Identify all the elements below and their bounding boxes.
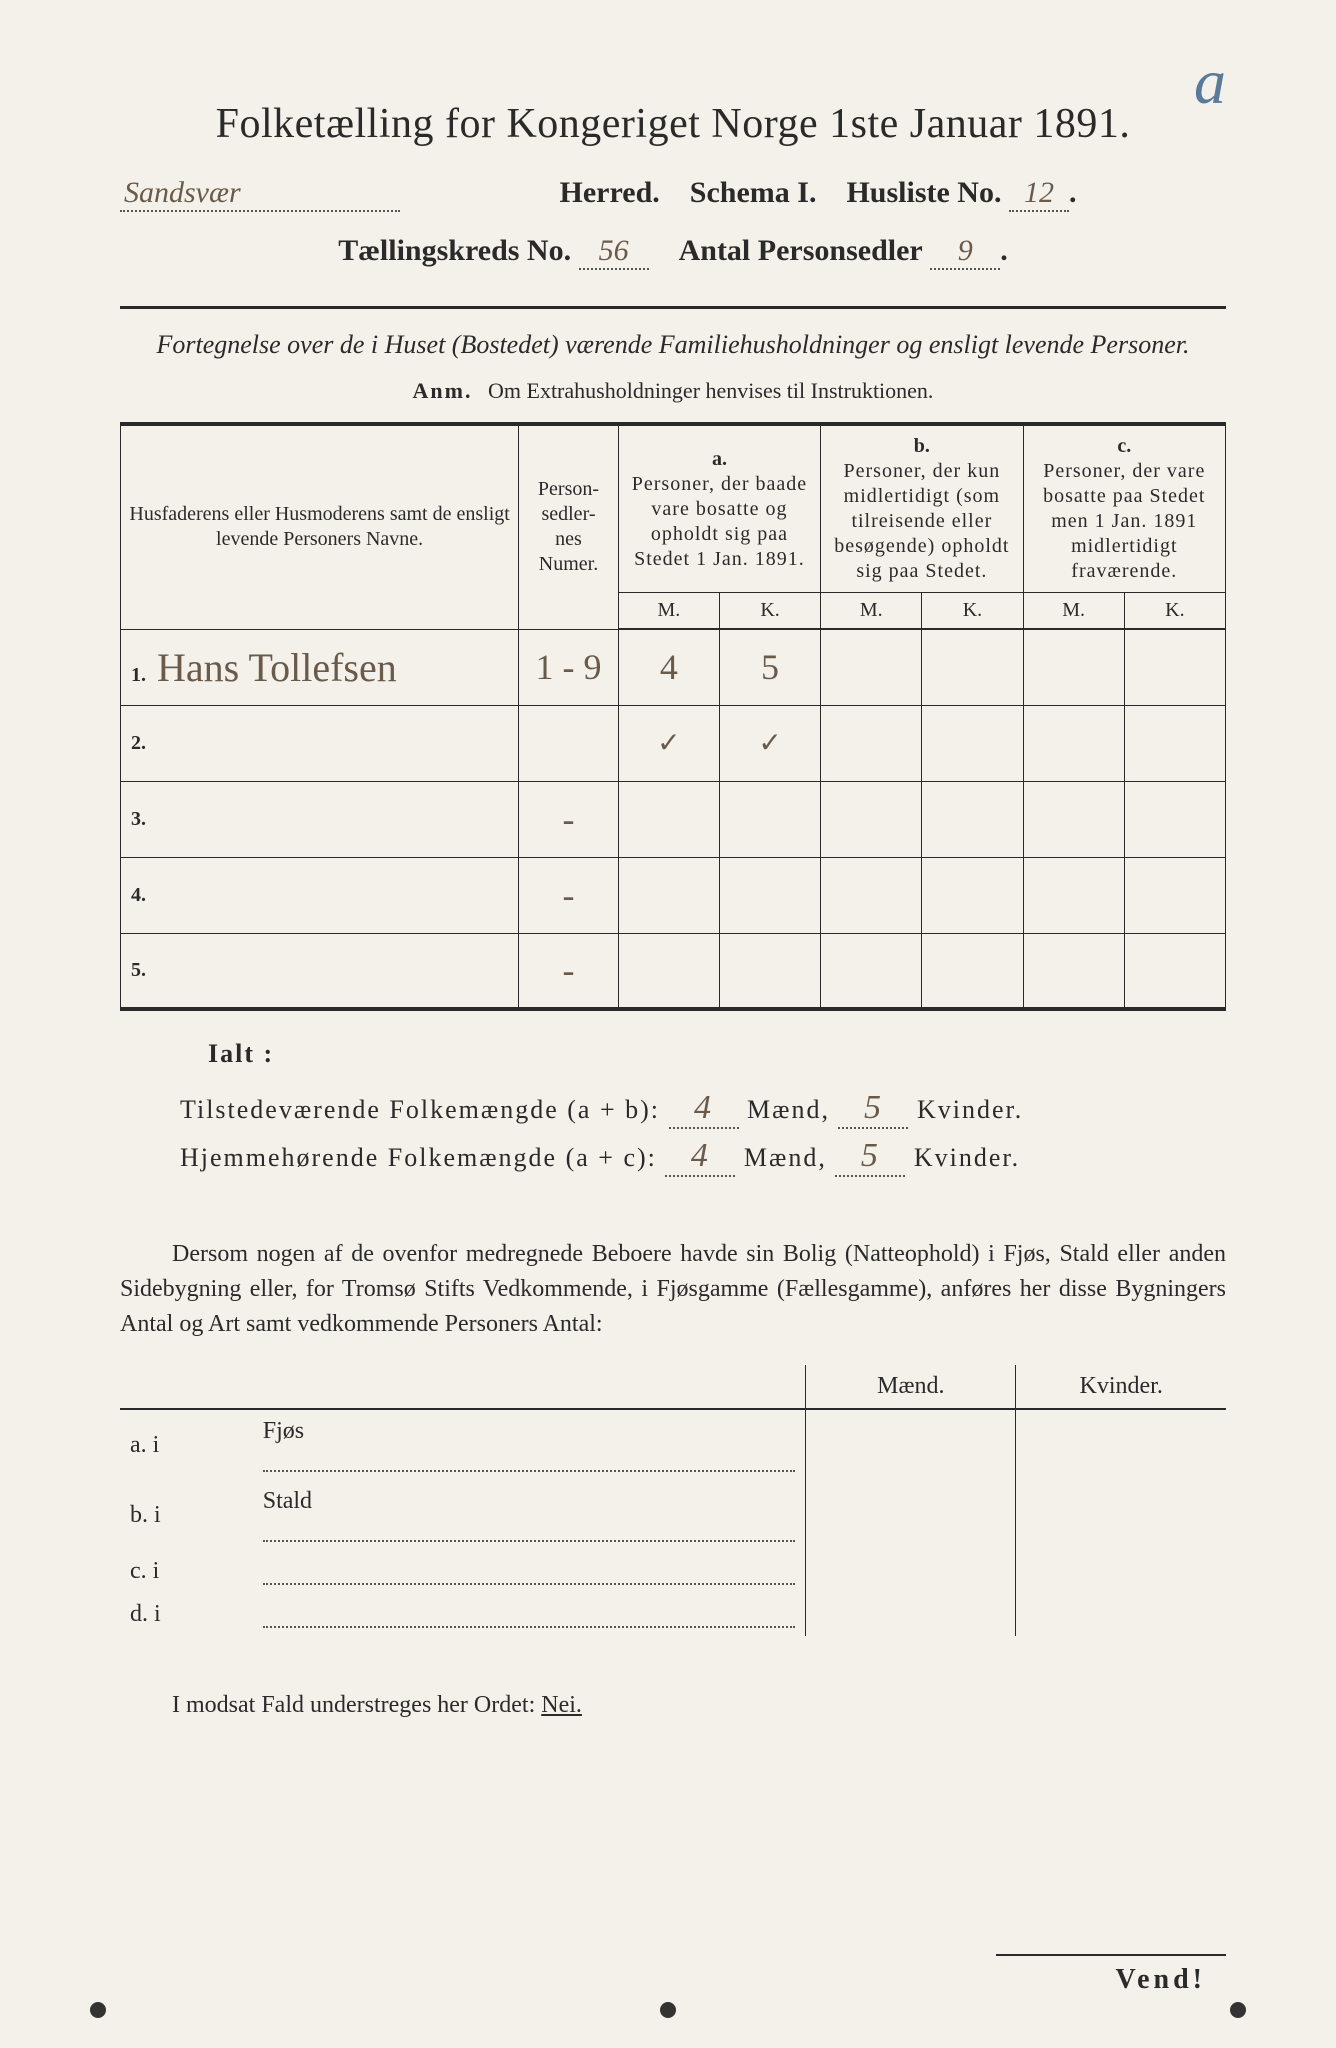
census-table: Husfaderens eller Husmoderens samt de en… [120, 422, 1226, 1011]
side-building-paragraph: Dersom nogen af de ovenfor medregnede Be… [120, 1237, 1226, 1341]
table-row: 1. Hans Tollefsen 1 - 9 4 5 [121, 629, 1226, 705]
cell-value: 4 [660, 647, 678, 687]
byg-row-label: a. i [120, 1409, 253, 1480]
subtitle: Fortegnelse over de i Huset (Bostedet) v… [120, 327, 1226, 362]
husliste-no: 12 [1009, 176, 1069, 212]
dotted-line [263, 1610, 796, 1628]
row-num-hw: - [562, 875, 574, 915]
byg-row-type: Stald [263, 1488, 312, 1514]
sum-hjemme: Hjemmehørende Folkemængde (a + c): 4 Mæn… [180, 1137, 1226, 1177]
th-a-k: K. [719, 593, 820, 630]
th-b-k: K. [922, 593, 1023, 630]
sum1-label: Tilstedeværende Folkemængde (a + b): [180, 1095, 660, 1124]
row-num-hw: - [562, 799, 574, 839]
byg-row-label: c. i [120, 1550, 253, 1593]
sum2-kvinder-label: Kvinder. [914, 1143, 1020, 1172]
row-number: 4. [131, 884, 146, 906]
row-num-hw: - [562, 950, 574, 990]
table-row: 5. - [121, 933, 1226, 1009]
table-row: 2. ✓ ✓ [121, 705, 1226, 781]
checkmark-icon: ✓ [758, 728, 781, 759]
binding-hole-icon [1230, 2002, 1246, 2018]
building-row: d. i [120, 1593, 1226, 1636]
row-number: 5. [131, 959, 146, 981]
table-row: 3. - [121, 781, 1226, 857]
row-number: 3. [131, 808, 146, 830]
sedler-no: 9 [930, 234, 1000, 270]
row-name-hw: Hans Tollefsen [157, 645, 397, 690]
husliste-end: . [1069, 176, 1077, 209]
herred-handwritten: Sandsvær [120, 176, 400, 212]
corner-handwritten-mark: a [1194, 45, 1226, 119]
cell-value: 5 [761, 647, 779, 687]
checkmark-icon: ✓ [657, 728, 680, 759]
dotted-line [263, 1454, 796, 1472]
binding-hole-icon [660, 2002, 676, 2018]
th-name: Husfaderens eller Husmoderens samt de en… [121, 424, 519, 629]
sum1-kvinder-label: Kvinder. [917, 1095, 1023, 1124]
nei-word: Nei. [541, 1692, 582, 1718]
byg-row-label: d. i [120, 1593, 253, 1636]
th-b-m: M. [821, 593, 922, 630]
herred-label: Herred. [560, 176, 660, 209]
sum2-maend: 4 [665, 1137, 735, 1177]
dotted-line [263, 1524, 796, 1542]
th-a-m: M. [618, 593, 719, 630]
header-line-2: Sandsvær Herred. Schema I. Husliste No. … [120, 176, 1226, 212]
building-row: a. i Fjøs [120, 1409, 1226, 1480]
th-c-m: M. [1023, 593, 1124, 630]
dotted-line [263, 1567, 796, 1585]
sedler-end: . [1000, 234, 1008, 267]
ialt-label: Ialt : [208, 1039, 1226, 1069]
byg-th-kvinder: Kvinder. [1016, 1365, 1226, 1409]
kreds-no: 56 [579, 234, 649, 270]
schema-label: Schema I. [690, 176, 817, 209]
footer-line: I modsat Fald understreges her Ordet: Ne… [120, 1692, 1226, 1719]
sum1-kvinder: 5 [838, 1089, 908, 1129]
header-line-3: Tællingskreds No. 56 Antal Personsedler … [120, 234, 1226, 270]
building-row: b. i Stald [120, 1480, 1226, 1550]
husliste-label: Husliste No. [846, 176, 1001, 209]
page-title: Folketælling for Kongeriget Norge 1ste J… [120, 100, 1226, 148]
sum1-maend: 4 [669, 1089, 739, 1129]
th-b: b. Personer, der kun midlertidigt (som t… [821, 424, 1023, 593]
building-table: Mænd. Kvinder. a. i Fjøs b. i Stald c. i d… [120, 1365, 1226, 1636]
vend-label: Vend! [1115, 1964, 1206, 1996]
row-number: 1. [131, 664, 146, 686]
table-row: 4. - [121, 857, 1226, 933]
th-c: c. Personer, der vare bosatte paa Stedet… [1023, 424, 1225, 593]
binding-hole-icon [90, 2002, 106, 2018]
anm-text: Om Extrahusholdninger henvises til Instr… [488, 378, 933, 403]
sum-tilstede: Tilstedeværende Folkemængde (a + b): 4 M… [180, 1089, 1226, 1129]
th-c-k: K. [1124, 593, 1225, 630]
anm-prefix: Anm. [413, 378, 473, 403]
kreds-label: Tællingskreds No. [338, 234, 571, 267]
byg-row-type: Fjøs [263, 1418, 304, 1444]
byg-row-label: b. i [120, 1480, 253, 1550]
anm-line: Anm. Om Extrahusholdninger henvises til … [120, 378, 1226, 404]
th-a: a. Personer, der baade vare bosatte og o… [618, 424, 820, 593]
byg-th-maend: Mænd. [806, 1365, 1016, 1409]
sum1-maend-label: Mænd, [747, 1095, 830, 1124]
sum2-maend-label: Mænd, [744, 1143, 827, 1172]
row-num-hw: 1 - 9 [535, 647, 601, 687]
sum2-kvinder: 5 [835, 1137, 905, 1177]
divider-top [120, 306, 1226, 309]
bottom-rule [996, 1954, 1226, 1956]
building-row: c. i [120, 1550, 1226, 1593]
th-num: Person- sedler- nes Numer. [519, 424, 619, 629]
sedler-label: Antal Personsedler [679, 234, 923, 267]
footer-text: I modsat Fald understreges her Ordet: [172, 1692, 535, 1718]
row-number: 2. [131, 732, 146, 754]
sum2-label: Hjemmehørende Folkemængde (a + c): [180, 1143, 657, 1172]
